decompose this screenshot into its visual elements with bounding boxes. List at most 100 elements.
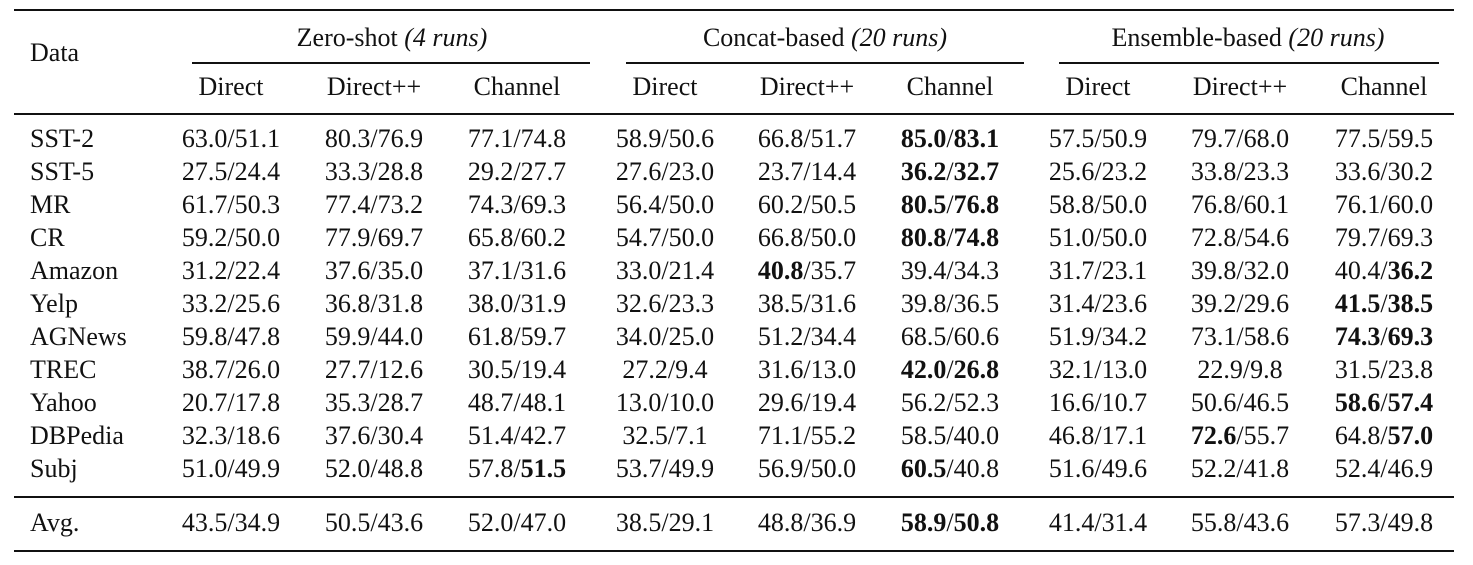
value-first: 31.6 [757,355,804,384]
table-cell: 31.4/23.6 [1049,289,1147,319]
table-cell: 23.7/14.4 [758,157,856,187]
value-second: 47.0 [520,508,567,537]
table-cell: 56.9/50.0 [758,454,856,484]
value-separator: / [227,124,235,153]
value-second: 23.1 [1101,256,1148,285]
value-first: 27.2 [622,355,668,384]
value-first: 80.8 [900,223,947,252]
table-cell: 85.0/83.1 [901,124,999,154]
table-cell: 37.1/31.6 [468,256,566,286]
value-first: 38.5 [615,508,662,537]
value-second: 31.6 [810,289,857,318]
value-first: 54.7 [615,223,662,252]
value-separator: / [946,157,954,186]
value-second: 13.0 [810,355,857,384]
value-second: 55.2 [810,421,857,450]
value-separator: / [946,289,954,318]
dataset-name: SST-2 [30,124,95,153]
value-first: 51.2 [757,322,804,351]
value-second: 59.5 [1387,124,1434,153]
table-cell: 77.4/73.2 [325,190,423,220]
value-first: 77.9 [324,223,371,252]
table-cell: 38.0/31.9 [468,289,566,319]
value-separator: / [946,256,954,285]
value-separator: / [661,388,669,417]
value-first: 16.6 [1048,388,1095,417]
value-first: 58.6 [1334,388,1381,417]
value-second: 32.7 [953,157,1000,186]
table-cell: 30.5/19.4 [468,355,566,385]
value-separator: / [1242,355,1251,384]
value-separator: / [946,454,954,483]
avg-cell: 41.4/31.4 [1049,508,1147,538]
value-first: 58.5 [900,421,947,450]
table-cell: 61.8/59.7 [468,322,566,352]
value-first: 39.4 [900,256,947,285]
value-first: 33.0 [615,256,662,285]
table-cell: 60.2/50.5 [758,190,856,220]
value-first: 32.6 [615,289,662,318]
table-cell: 20.7/17.8 [182,388,280,418]
table-cell: 39.2/29.6 [1191,289,1289,319]
value-second: 51.7 [810,124,857,153]
value-first: 31.5 [1334,355,1381,384]
value-first: 37.1 [467,256,514,285]
table-cell: 31.6/13.0 [758,355,856,385]
value-separator: / [370,388,378,417]
value-second: 50.0 [810,454,857,483]
value-second: 47.8 [234,322,281,351]
value-first: 23.7 [757,157,804,186]
value-first: 33.2 [181,289,228,318]
value-separator: / [1236,256,1244,285]
table-cell: 27.5/24.4 [182,157,280,187]
value-second: 43.6 [1243,508,1290,537]
table-cell: 68.5/60.6 [901,322,999,352]
value-separator: / [370,190,378,219]
table-cell: 32.1/13.0 [1049,355,1147,385]
value-second: 36.5 [953,289,1000,318]
value-second: 29.1 [668,508,715,537]
value-separator: / [227,454,235,483]
value-second: 19.4 [520,355,567,384]
table-cell: 40.8/35.7 [758,256,856,286]
value-first: 27.6 [615,157,662,186]
avg-cell: 55.8/43.6 [1191,508,1289,538]
value-second: 48.1 [520,388,567,417]
value-second: 43.6 [377,508,424,537]
table-cell: 13.0/10.0 [616,388,714,418]
value-first: 60.2 [757,190,804,219]
value-first: 33.8 [1190,157,1237,186]
value-first: 56.2 [900,388,947,417]
value-second: 23.6 [1101,289,1148,318]
table-cell: 37.6/35.0 [325,256,423,286]
value-second: 30.4 [377,421,424,450]
table-cell: 58.5/40.0 [901,421,999,451]
value-second: 60.1 [1243,190,1290,219]
value-separator: / [227,157,235,186]
method-header: Direct++ [1192,72,1288,101]
value-separator: / [946,421,954,450]
value-second: 26.8 [953,355,1000,384]
value-first: 60.5 [900,454,947,483]
table-cell: 51.2/34.4 [758,322,856,352]
table-cell: 31.2/22.4 [182,256,280,286]
value-separator: / [370,355,378,384]
value-second: 13.0 [1101,355,1148,384]
value-separator: / [1380,157,1388,186]
table-cell: 59.9/44.0 [325,322,423,352]
value-first: 72.8 [1190,223,1237,252]
value-second: 69.7 [377,223,424,252]
table-cell: 29.6/19.4 [758,388,856,418]
value-second: 35.0 [377,256,424,285]
value-first: 65.8 [467,223,514,252]
table-cell: 38.5/31.6 [758,289,856,319]
avg-cell: 43.5/34.9 [182,508,280,538]
value-second: 50.9 [1101,124,1148,153]
value-separator: / [513,454,521,483]
table-cell: 33.0/21.4 [616,256,714,286]
table-cell: 77.9/69.7 [325,223,423,253]
table-cell: 60.5/40.8 [901,454,999,484]
value-first: 32.1 [1048,355,1095,384]
value-first: 64.8 [1334,421,1381,450]
table-cell: 79.7/68.0 [1191,124,1289,154]
